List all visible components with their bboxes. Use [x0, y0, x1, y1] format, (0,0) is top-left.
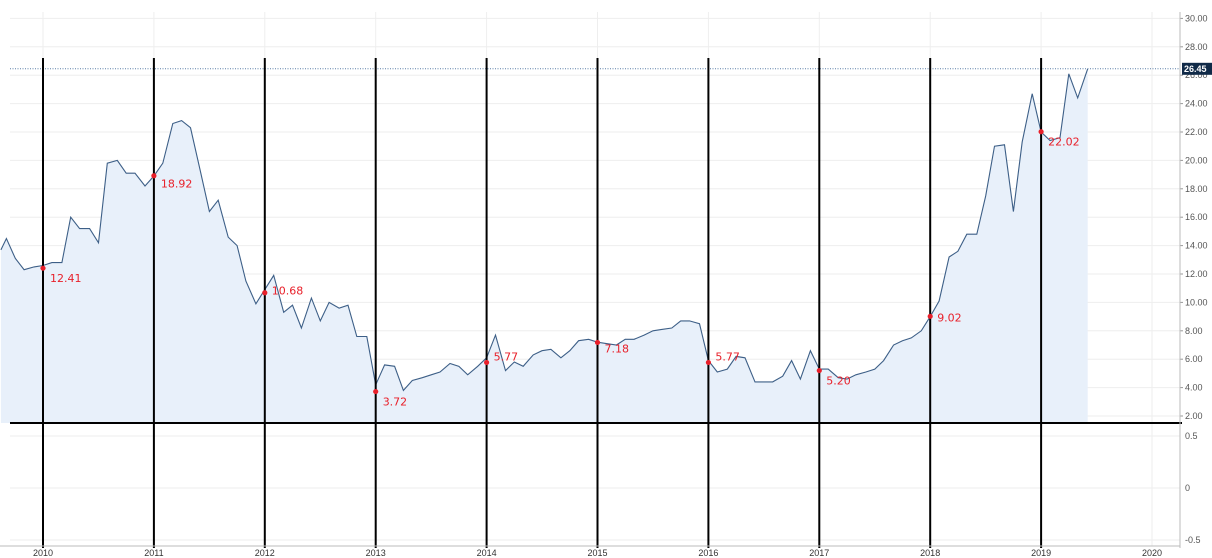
y-tick-30.00: 30.00	[1185, 13, 1208, 23]
y-axis-ticks: 2.00 4.00 6.00 8.00 10.00 12.00 14.00 16.00 18.0…	[0, 12, 1208, 548]
x-tick-2013: 2013	[366, 548, 386, 558]
annotation-marker-6	[705, 359, 712, 366]
y-tick-20.00: 20.00	[1185, 155, 1208, 165]
lower-tick-2: -0.5	[1185, 535, 1201, 545]
annotation-marker-4	[484, 359, 490, 366]
series-line	[0, 68, 1089, 392]
annotation-marker-3	[373, 388, 379, 395]
annotation-labels: 12.41 18.92 10.68 3.72 5.77 7.18 5.77 5.20 9.02 2…	[50, 136, 1080, 409]
annotation-markers	[40, 129, 1044, 395]
lower-axis-ticks: 0.5 0 -0.5	[1185, 431, 1201, 545]
y-tick-4.00: 4.00	[1185, 383, 1203, 393]
x-tick-2019: 2019	[1031, 548, 1051, 558]
year-reference-lines	[42, 58, 1043, 548]
annotation-marker-1	[151, 173, 157, 179]
y-tick-10.00: 10.00	[1185, 297, 1208, 307]
annotation-label-7: 5.20	[826, 375, 851, 388]
annotation-label-6: 5.77	[715, 350, 740, 363]
annotation-label-5: 7.18	[605, 342, 630, 355]
lower-tick-0: 0.5	[1185, 431, 1198, 441]
x-tick-2012: 2012	[255, 548, 275, 558]
x-tick-2010: 2010	[33, 548, 53, 558]
annotation-label-3: 3.72	[383, 396, 408, 409]
annotation-label-2: 10.68	[272, 285, 304, 298]
annotation-marker-8	[927, 313, 933, 319]
y-tick-18.00: 18.00	[1185, 184, 1208, 194]
y-tick-24.00: 24.00	[1185, 99, 1208, 109]
y-tick-12.00: 12.00	[1185, 269, 1208, 279]
x-tick-2014: 2014	[477, 548, 497, 558]
last-value-label: 26.45	[1184, 64, 1207, 74]
y-tick-28.00: 28.00	[1185, 42, 1208, 52]
annotation-marker-9	[1038, 129, 1044, 135]
annotation-label-8: 9.02	[937, 311, 962, 324]
series-area-fill	[0, 68, 1088, 424]
x-tick-2016: 2016	[698, 548, 718, 558]
annotation-marker-2	[262, 290, 268, 296]
annotation-label-9: 22.02	[1048, 136, 1080, 149]
y-tick-16.00: 16.00	[1185, 212, 1208, 222]
annotation-label-0: 12.41	[50, 272, 82, 285]
x-tick-2017: 2017	[809, 548, 829, 558]
annotation-marker-5	[594, 339, 601, 346]
x-tick-2015: 2015	[587, 548, 607, 558]
annotation-label-4: 5.77	[494, 350, 518, 363]
annotation-marker-7	[816, 367, 822, 374]
y-tick-6.00: 6.00	[1185, 354, 1203, 364]
last-value-badge: 26.45	[1182, 62, 1212, 75]
lower-tick-1: 0	[1185, 483, 1190, 493]
x-tick-2018: 2018	[920, 548, 940, 558]
y-tick-14.00: 14.00	[1185, 241, 1208, 251]
y-tick-2.00: 2.00	[1185, 411, 1203, 421]
annotation-marker-0	[40, 265, 46, 271]
x-tick-2020: 2020	[1142, 548, 1162, 558]
x-tick-2011: 2011	[144, 548, 163, 558]
y-tick-22.00: 22.00	[1185, 127, 1208, 137]
annotation-label-1: 18.92	[161, 178, 193, 191]
x-axis-ticks: 2010 2011 2012 2013 2014 2015 2016 2017 2018 2019…	[33, 548, 1162, 558]
y-tick-26.00: 26.00	[1185, 70, 1208, 80]
y-tick-8.00: 8.00	[1185, 326, 1203, 336]
last-value-badge-bg	[1182, 62, 1212, 75]
